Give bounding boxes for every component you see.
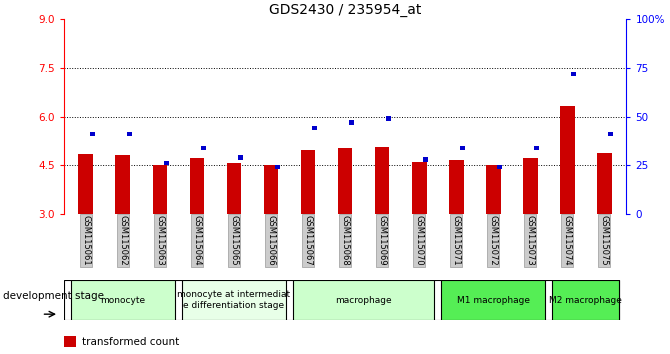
Bar <box>597 153 612 214</box>
Bar <box>238 155 243 160</box>
Bar <box>608 132 613 136</box>
Bar <box>552 280 619 320</box>
Bar <box>190 158 204 214</box>
Text: GSM115071: GSM115071 <box>452 216 461 266</box>
Text: GSM115069: GSM115069 <box>378 216 387 266</box>
Text: GSM115068: GSM115068 <box>340 216 350 266</box>
Text: GSM115074: GSM115074 <box>563 216 572 266</box>
Bar <box>411 162 427 214</box>
Text: GSM115066: GSM115066 <box>267 216 275 266</box>
Bar <box>449 160 464 214</box>
Bar <box>275 165 279 170</box>
Bar <box>534 146 539 150</box>
Bar <box>460 146 465 150</box>
Bar <box>64 336 76 347</box>
Bar <box>375 147 389 214</box>
Bar <box>442 280 545 320</box>
Text: development stage: development stage <box>3 291 105 302</box>
Bar <box>423 158 428 161</box>
Bar <box>163 161 169 166</box>
Text: transformed count: transformed count <box>82 337 179 347</box>
Text: GSM115061: GSM115061 <box>81 216 90 266</box>
Bar <box>182 280 286 320</box>
Text: GSM115062: GSM115062 <box>119 216 127 266</box>
Bar <box>293 280 434 320</box>
Bar <box>153 166 168 214</box>
Bar <box>571 72 576 76</box>
Bar <box>497 165 502 170</box>
Text: GSM115075: GSM115075 <box>600 216 609 266</box>
Bar <box>386 116 391 121</box>
Text: M1 macrophage: M1 macrophage <box>457 296 530 304</box>
Bar <box>560 107 575 214</box>
Bar <box>78 154 93 214</box>
Bar <box>523 158 537 214</box>
Bar <box>115 155 130 214</box>
Text: monocyte: monocyte <box>100 296 145 304</box>
Text: M2 macrophage: M2 macrophage <box>549 296 622 304</box>
Text: GSM115064: GSM115064 <box>192 216 202 266</box>
Bar <box>90 132 94 136</box>
Title: GDS2430 / 235954_at: GDS2430 / 235954_at <box>269 3 421 17</box>
Bar <box>312 126 317 131</box>
Bar <box>226 163 241 214</box>
Text: macrophage: macrophage <box>335 296 392 304</box>
Bar <box>71 280 175 320</box>
Bar <box>301 150 316 214</box>
Bar <box>201 146 206 150</box>
Text: GSM115063: GSM115063 <box>155 216 164 266</box>
Bar <box>127 132 131 136</box>
Bar <box>263 166 279 214</box>
Text: GSM115073: GSM115073 <box>526 216 535 266</box>
Text: GSM115070: GSM115070 <box>415 216 423 266</box>
Text: monocyte at intermediat
e differentiation stage: monocyte at intermediat e differentiatio… <box>178 290 291 310</box>
Text: GSM115065: GSM115065 <box>229 216 239 266</box>
Text: GSM115067: GSM115067 <box>304 216 312 266</box>
Bar <box>486 166 500 214</box>
Bar <box>338 148 352 214</box>
Text: GSM115072: GSM115072 <box>488 216 498 266</box>
Bar <box>349 120 354 125</box>
